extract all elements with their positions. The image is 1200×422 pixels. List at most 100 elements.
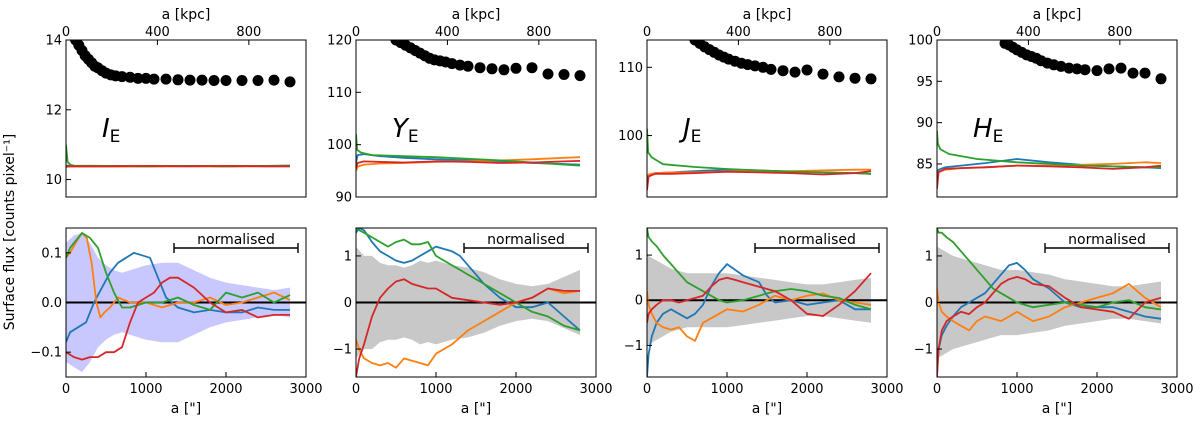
top-JE-data-point — [765, 63, 777, 75]
bot-JE-x-tick-label: 3000 — [870, 382, 903, 397]
bot-HE-plot-area — [937, 228, 1177, 377]
top-IE-y-tick-label: 14 — [45, 34, 62, 49]
bot-HE-series-green — [937, 228, 1162, 311]
top-IE-band-subscript: E — [110, 127, 121, 147]
top-JE-data-point — [817, 68, 829, 80]
top-YE-data-point — [542, 68, 554, 80]
bot-JE-panel: −1 0 1 0 1000 2000 3000 a ["] normalised — [624, 227, 904, 417]
top-HE-data-point — [1139, 67, 1151, 79]
top-HE-y-tick-label: 100 — [908, 34, 933, 49]
bot-JE-plot-area — [647, 228, 887, 377]
top-JE-data-point — [789, 66, 801, 78]
bot-JE-normalised-label: normalised — [778, 232, 856, 248]
bot-YE-x-tick-label: 1000 — [419, 382, 452, 397]
top-IE-panel: 10 12 140 400 800 a [kpc] IE — [45, 7, 307, 198]
top-HE-data-point — [1063, 62, 1075, 74]
top-IE-axes-frame — [65, 39, 307, 198]
bot-IE-x-tick-label: 2000 — [209, 382, 242, 397]
top-JE-y-tick-label: 100 — [618, 129, 643, 144]
bot-JE-x-axis-label: a ["] — [752, 401, 782, 417]
top-IE-data-point — [148, 73, 160, 85]
bot-IE-x-tick-label: 0 — [62, 382, 70, 397]
top-HE-series-green — [937, 130, 1161, 169]
top-HE-y-tick-label: 85 — [916, 157, 933, 172]
bot-IE-normalised-label: normalised — [197, 232, 275, 248]
bot-YE-panel: −1 0 1 0 1000 2000 3000 a ["] normalised — [333, 227, 613, 417]
top-IE-top-x-tick-label: 400 — [145, 25, 170, 40]
bot-HE-y-tick-label: −1 — [914, 343, 933, 358]
top-HE-band-label: HE — [973, 114, 1003, 147]
top-JE-top-x-axis-label: a [kpc] — [743, 7, 792, 23]
bot-JE-series-green — [647, 228, 872, 311]
top-IE-top-x-tick-label: 800 — [236, 25, 261, 40]
bot-JE-y-tick-label: 1 — [635, 249, 643, 264]
bot-HE-x-tick-label: 2000 — [1080, 382, 1113, 397]
bot-IE-y-tick-label: −0.1 — [30, 346, 62, 361]
top-IE-data-point — [132, 72, 144, 84]
bot-JE-y-tick-label: 0 — [635, 294, 643, 309]
top-YE-y-tick-label: 90 — [335, 191, 352, 206]
top-JE-data-point — [801, 64, 813, 76]
top-IE-data-point — [236, 75, 248, 86]
bot-HE-x-axis-label: a ["] — [1042, 401, 1072, 417]
bot-IE-y-tick-label: 0.0 — [41, 296, 62, 311]
bot-HE-x-tick-label: 0 — [933, 382, 941, 397]
bot-IE-series-green — [66, 232, 291, 311]
top-YE-axes-frame — [355, 39, 597, 198]
bot-JE-series-blue — [647, 263, 871, 377]
bot-JE-x-tick-label: 0 — [643, 382, 651, 397]
top-HE-panel: 85 90 95 1000 400 800 a [kpc] HE — [908, 7, 1178, 198]
bot-IE-x-axis-label: a ["] — [171, 401, 201, 417]
top-YE-data-point — [474, 62, 486, 74]
top-IE-data-point — [268, 74, 280, 86]
bot-IE-x-tick-label: 3000 — [289, 382, 322, 397]
top-IE-series-green — [66, 144, 291, 168]
bot-HE-x-tick-label: 3000 — [1160, 382, 1193, 397]
top-JE-y-tick-label: 110 — [618, 61, 643, 76]
top-YE-top-x-tick-label: 0 — [352, 25, 360, 40]
bot-YE-y-tick-label: 0 — [344, 296, 352, 311]
top-IE-data-point — [160, 73, 172, 85]
bot-HE-y-tick-label: 1 — [925, 249, 933, 264]
bot-IE-series-blue — [66, 251, 290, 343]
bot-JE-series-red — [647, 272, 872, 323]
top-YE-data-point — [454, 59, 466, 71]
top-JE-top-x-tick-label: 0 — [643, 25, 651, 40]
top-YE-data-point — [526, 62, 538, 74]
top-HE-data-point — [1127, 67, 1139, 79]
top-HE-plot-area — [937, 40, 1167, 189]
top-JE-data-point — [865, 73, 877, 85]
top-IE-top-x-tick-label: 0 — [62, 25, 70, 40]
top-HE-data-point — [1091, 65, 1103, 77]
top-JE-top-x-tick-label: 800 — [817, 25, 842, 40]
top-IE-band-label: IE — [102, 114, 120, 147]
top-HE-top-x-tick-label: 400 — [1016, 25, 1041, 40]
top-YE-plot-area — [356, 40, 586, 172]
top-YE-top-x-tick-label: 400 — [435, 25, 460, 40]
bot-JE-axes-frame — [646, 227, 888, 378]
top-IE-data-point — [220, 75, 232, 86]
bot-IE-panel: −0.1 0.0 0.1 0 1000 2000 3000 a ["] normalised — [30, 227, 323, 417]
top-IE-plot-area — [66, 40, 296, 168]
top-JE-band-subscript: E — [691, 127, 702, 147]
bot-YE-y-tick-label: −1 — [333, 343, 352, 358]
top-YE-data-point — [510, 62, 522, 74]
top-JE-axes-frame — [646, 39, 888, 198]
bot-YE-x-tick-label: 0 — [352, 382, 360, 397]
top-JE-panel: 100 110 0 400 800 a [kpc] JE — [618, 7, 888, 198]
top-YE-series-red — [356, 160, 581, 169]
shared-y-axis-label: Surface flux [counts pixel⁻¹] — [2, 134, 18, 331]
top-IE-data-point — [184, 74, 196, 86]
top-YE-data-point — [558, 69, 570, 80]
top-YE-y-tick-label: 110 — [327, 86, 352, 101]
top-JE-series-red — [647, 170, 872, 191]
bot-HE-x-tick-label: 1000 — [1000, 382, 1033, 397]
bot-HE-y-tick-label: 0 — [925, 296, 933, 311]
top-YE-data-point — [486, 63, 498, 75]
bot-IE-x-tick-label: 1000 — [129, 382, 162, 397]
top-IE-data-point — [140, 72, 152, 84]
top-IE-data-point — [196, 74, 208, 86]
